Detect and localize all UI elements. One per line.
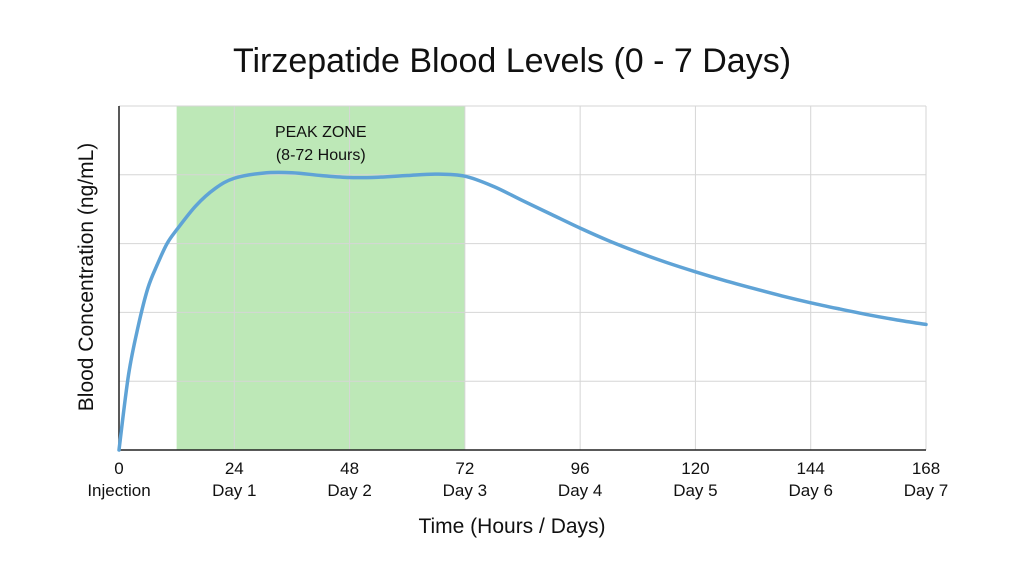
series-line-concentration [117, 170, 928, 452]
x-tick-sublabel: Day 3 [443, 481, 487, 500]
x-tick-labels: 0 Injection 24 Day 1 48 Day 2 72 Day 3 96 Day 4 12… [87, 459, 948, 500]
x-tick-sublabel: Day 5 [673, 481, 717, 500]
x-tick-label: 96 [571, 459, 590, 478]
x-tick-label: 48 [340, 459, 359, 478]
x-tick-label: 24 [225, 459, 244, 478]
chart-title: Tirzepatide Blood Levels (0 - 7 Days) [233, 42, 791, 80]
grid-lines [119, 105, 927, 450]
x-tick-label: 72 [455, 459, 474, 478]
x-tick-label: 144 [797, 459, 825, 478]
x-tick-label: 120 [681, 459, 709, 478]
peak-zone-label: PEAK ZONE [275, 124, 367, 141]
x-tick-label: 168 [912, 459, 940, 478]
x-tick-sublabel: Day 1 [212, 481, 256, 500]
x-tick-label: 0 [114, 459, 123, 478]
x-tick-sublabel: Day 7 [904, 481, 948, 500]
x-tick-sublabel: Day 2 [327, 481, 371, 500]
y-axis-label: Blood Concentration (ng/mL) [75, 143, 98, 411]
peak-zone-region [176, 106, 465, 450]
x-tick-sublabel: Day 6 [789, 481, 833, 500]
axes [118, 106, 926, 451]
x-tick-sublabel: Injection [87, 481, 150, 500]
x-axis-label: Time (Hours / Days) [418, 515, 605, 538]
peak-zone-sublabel: (8-72 Hours) [276, 147, 366, 164]
x-tick-sublabel: Day 4 [558, 481, 602, 500]
